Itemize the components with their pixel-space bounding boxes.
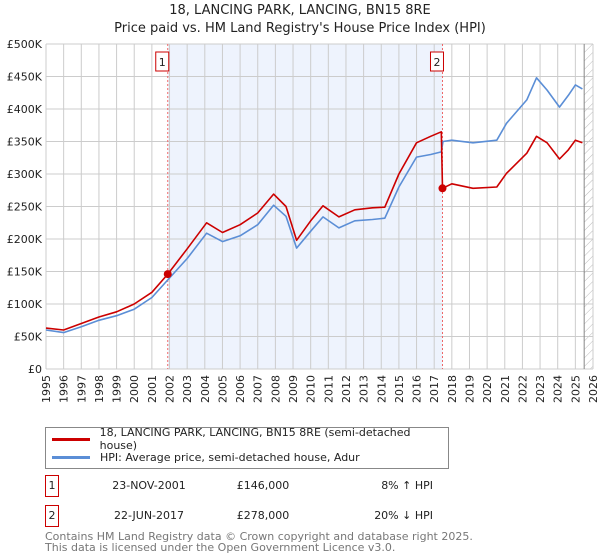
footer: Contains HM Land Registry data © Crown c… xyxy=(45,531,473,553)
x-tick-label: 2000 xyxy=(128,375,141,403)
x-tick-label: 2012 xyxy=(340,375,353,403)
x-tick-label: 2019 xyxy=(463,375,476,403)
x-tick-label: 2013 xyxy=(358,375,371,403)
x-tick-label: 1997 xyxy=(75,375,88,403)
x-tick-label: 2007 xyxy=(252,375,265,403)
x-tick-label: 2003 xyxy=(181,375,194,403)
x-tick-label: 2006 xyxy=(234,375,247,403)
sale-label-box xyxy=(155,51,170,72)
sale-label: 2 xyxy=(433,56,440,69)
sale-badge: 2 xyxy=(45,505,59,527)
x-tick-label: 2015 xyxy=(393,375,406,403)
y-tick-label: £150K xyxy=(7,266,43,279)
x-tick-label: 2016 xyxy=(411,375,424,403)
x-tick-label: 2011 xyxy=(322,375,335,403)
x-tick-label: 2018 xyxy=(446,375,459,403)
sale-label: 1 xyxy=(159,56,166,69)
x-tick-label: 2026 xyxy=(587,375,600,403)
x-tick-label: 2005 xyxy=(216,375,229,403)
x-tick-label: 2001 xyxy=(146,375,159,403)
sale-label-box xyxy=(429,51,444,72)
x-tick-label: 1995 xyxy=(40,375,53,403)
y-tick-label: £200K xyxy=(7,233,43,246)
legend-item-property: 18, LANCING PARK, LANCING, BN15 8RE (sem… xyxy=(52,426,448,452)
y-tick-label: £400K xyxy=(7,103,43,116)
y-tick-label: £250K xyxy=(7,201,43,214)
x-tick-label: 2008 xyxy=(269,375,282,403)
legend-item-hpi: HPI: Average price, semi-detached house,… xyxy=(52,449,360,465)
footer-line: This data is licensed under the Open Gov… xyxy=(45,541,396,554)
chart-subtitle: Price paid vs. HM Land Registry's House … xyxy=(114,21,486,36)
x-tick-label: 2024 xyxy=(552,375,565,403)
x-tick-label: 1999 xyxy=(111,375,124,403)
x-tick-label: 2025 xyxy=(569,375,582,403)
x-tick-label: 2023 xyxy=(534,375,547,403)
hpi-line xyxy=(45,77,583,334)
y-tick-label: £0 xyxy=(28,363,42,376)
x-tick-label: 2010 xyxy=(305,375,318,403)
x-tick-label: 2022 xyxy=(516,375,529,403)
y-tick-label: £300K xyxy=(7,168,43,181)
x-tick-label: 2004 xyxy=(199,375,212,403)
footer-line: Contains HM Land Registry data © Crown c… xyxy=(45,530,473,543)
sale-price: £278,000 xyxy=(236,509,290,522)
y-tick-label: £50K xyxy=(14,331,43,344)
x-tick-label: 2002 xyxy=(164,375,177,403)
sale-hpi-diff: 20% ↓ HPI xyxy=(374,509,433,522)
price-chart: 1995 1996 1997 1998 1999 2000 2001 2002 2003 2004… xyxy=(7,38,600,403)
x-tick-label: 1998 xyxy=(93,375,106,403)
x-tick-label: 2014 xyxy=(375,375,388,403)
sale-date: 23-NOV-2001 xyxy=(112,479,186,492)
x-tick-label: 2020 xyxy=(481,375,494,403)
x-tick-label: 2009 xyxy=(287,375,300,403)
x-tick-label: 1996 xyxy=(58,375,71,403)
legend-line-blue xyxy=(52,455,90,459)
legend: 18, LANCING PARK, LANCING, BN15 8RE (sem… xyxy=(45,426,449,469)
property-price-line xyxy=(45,131,583,331)
chart-title: 18, LANCING PARK, LANCING, BN15 8RE xyxy=(169,3,431,18)
x-tick-label: 2017 xyxy=(428,375,441,403)
x-tick-label: 2021 xyxy=(499,375,512,403)
sale-hpi-diff: 8% ↑ HPI xyxy=(381,479,433,492)
legend-label: HPI: Average price, semi-detached house,… xyxy=(100,450,360,464)
y-tick-label: £500K xyxy=(7,38,43,51)
sale-price: £146,000 xyxy=(236,479,290,492)
sale-point xyxy=(163,270,172,279)
sale-badge: 1 xyxy=(45,475,59,497)
sale-point xyxy=(438,184,447,193)
y-tick-label: £100K xyxy=(7,298,43,311)
y-tick-label: £450K xyxy=(7,71,43,84)
y-tick-label: £350K xyxy=(7,136,43,149)
legend-label: 18, LANCING PARK, LANCING, BN15 8RE (sem… xyxy=(99,426,411,452)
sale-row-2: 2 22-JUN-2017 £278,000 20% ↓ HPI xyxy=(45,505,465,527)
sale-date: 22-JUN-2017 xyxy=(113,509,185,522)
legend-line-red xyxy=(52,437,90,441)
sale-row-1: 1 23-NOV-2001 £146,000 8% ↑ HPI xyxy=(45,475,465,497)
